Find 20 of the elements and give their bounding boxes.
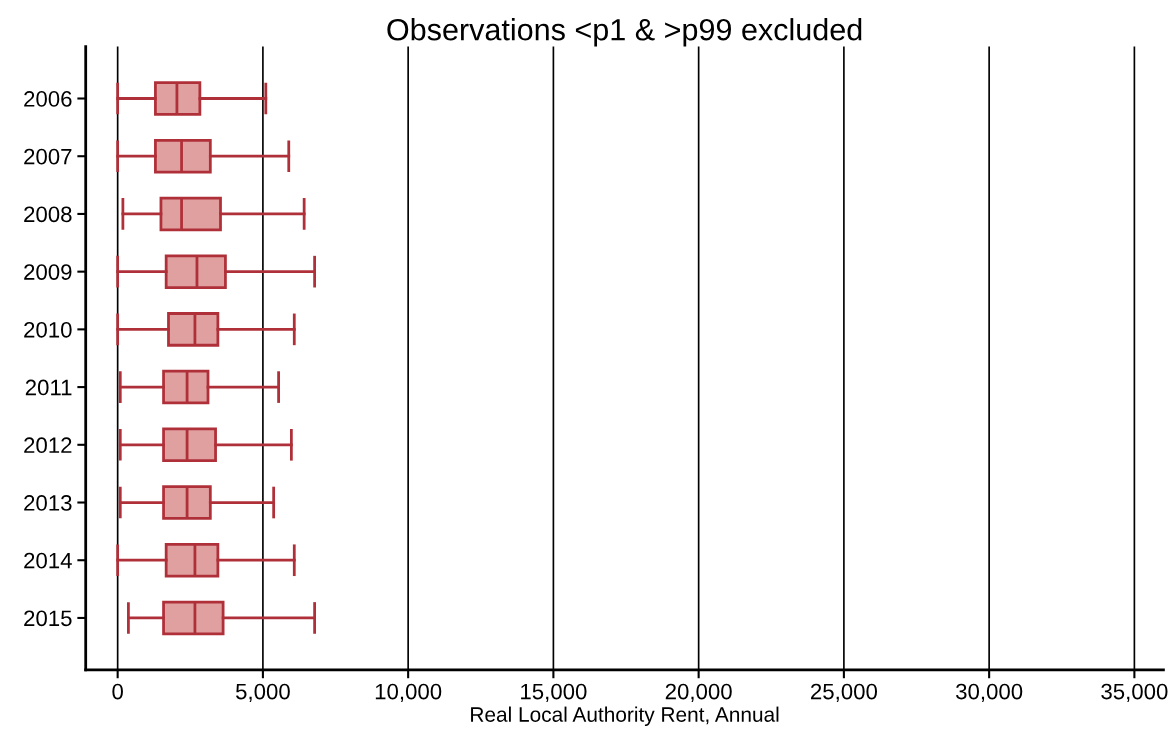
- x-tick-label: 0: [112, 683, 123, 700]
- x-tick-label: 10,000: [375, 683, 442, 703]
- x-tick-label: 20,000: [665, 683, 732, 703]
- y-tick-label: 2007: [24, 148, 72, 165]
- y-tick-label: 2009: [24, 264, 72, 280]
- x-tick-label: 5,000: [235, 683, 290, 703]
- y-tick-label: 2010: [24, 321, 72, 338]
- y-tick-label: 2011: [25, 379, 72, 396]
- x-tick-label: 30,000: [956, 683, 1023, 703]
- x-tick-label: 15,000: [521, 683, 587, 703]
- y-tick-label: 2006: [24, 91, 72, 107]
- y-tick-label: 2012: [24, 437, 72, 454]
- x-tick-label: 35,000: [1101, 683, 1168, 703]
- y-tick-label: 2014: [24, 552, 72, 569]
- x-axis-title: Real Local Authority Rent, Annual: [471, 706, 779, 726]
- chart-title: Observations <p1 & >p99 excluded: [387, 18, 862, 47]
- x-tick-label: 25,000: [811, 683, 878, 703]
- y-tick-label: 2015: [24, 610, 72, 627]
- y-tick-label: 2013: [24, 495, 72, 511]
- y-tick-label: 2008: [24, 206, 72, 223]
